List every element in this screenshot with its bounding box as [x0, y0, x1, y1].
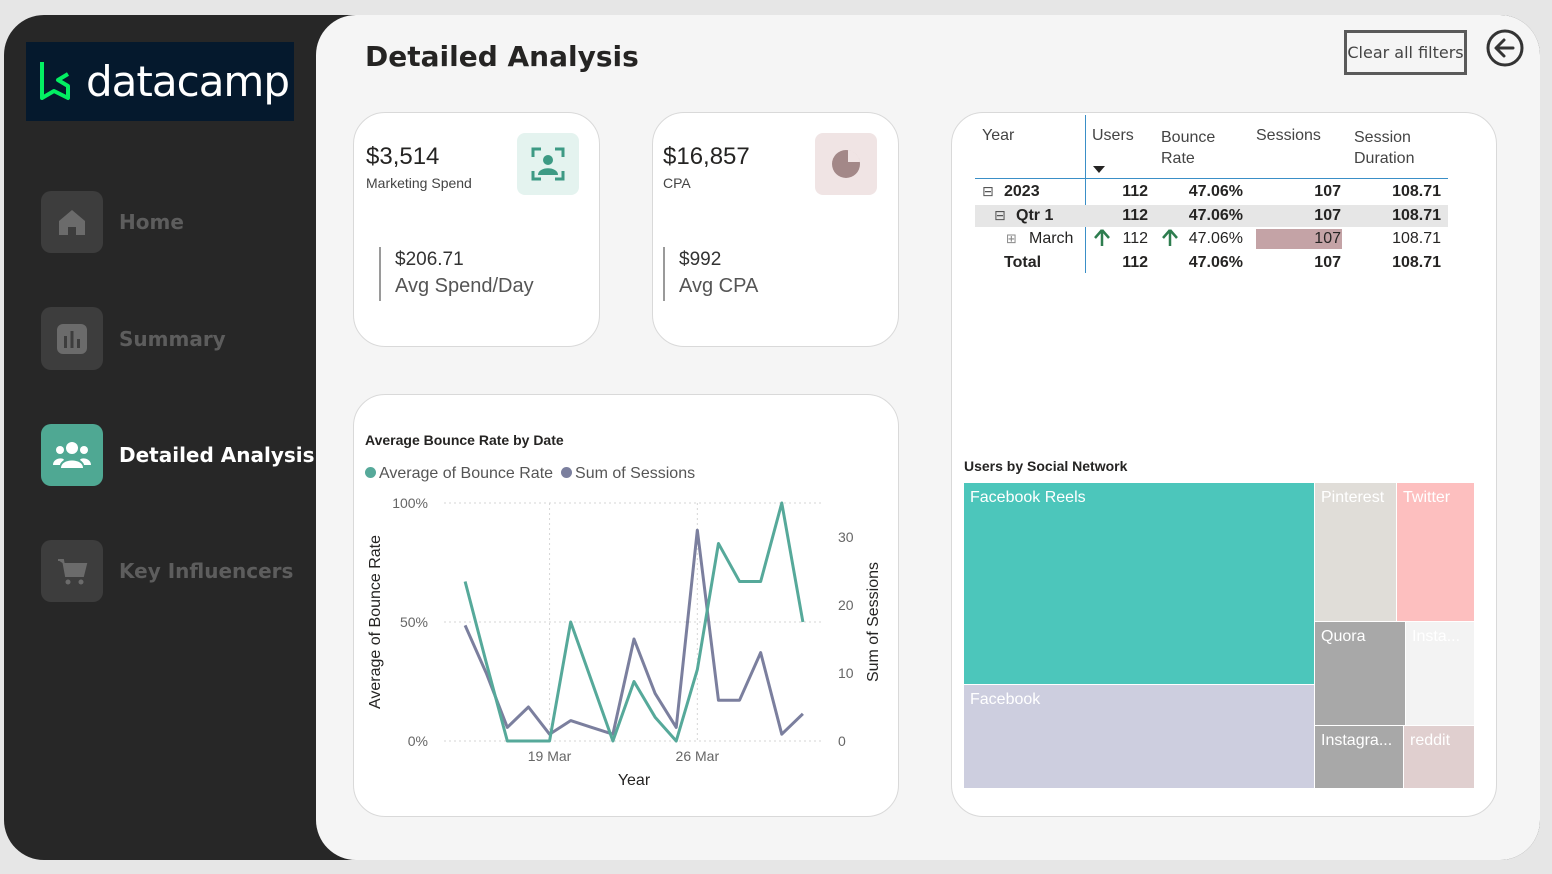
y2-tick-label: 10 — [838, 665, 854, 681]
clear-all-filters-button[interactable]: Clear all filters — [1344, 30, 1467, 75]
treemap-tile[interactable]: Facebook Reels — [964, 483, 1314, 684]
nav-home[interactable]: Home — [41, 191, 184, 253]
arrow-up-icon — [1162, 229, 1178, 246]
y-tick-label: 0% — [408, 733, 428, 749]
kpi-sub-value: $206.71 — [395, 249, 464, 270]
arrow-up-icon — [1094, 229, 1110, 246]
matrix-cell-users: 112 — [1122, 254, 1148, 271]
nav-key-influencers[interactable]: Key Influencers — [41, 540, 293, 602]
logo-text: datacamp — [86, 57, 290, 106]
matrix-row-label: Qtr 1 — [1016, 207, 1054, 224]
matrix-cell-sessions: 107 — [1314, 183, 1341, 200]
matrix-cell-duration: 108.71 — [1392, 254, 1441, 271]
treemap-tile[interactable]: Insta... — [1406, 622, 1474, 725]
kpi-sub-label: Avg CPA — [679, 275, 759, 297]
treemap-tile[interactable]: Instagra... — [1315, 726, 1403, 788]
matrix-cell-users: 112 — [1122, 230, 1148, 247]
legend-item-bounce[interactable]: Average of Bounce Rate — [365, 465, 553, 483]
y2-tick-label: 20 — [838, 597, 854, 613]
matrix-cell-sessions: 107 — [1314, 254, 1341, 271]
matrix-header-bounce-rate[interactable]: Bounce Rate — [1161, 129, 1216, 167]
nav-label: Summary — [119, 326, 226, 351]
nav-detailed-analysis[interactable]: Detailed Analysis — [41, 424, 315, 486]
collapse-icon[interactable]: ⊟ — [982, 183, 994, 199]
matrix-header-year[interactable]: Year — [982, 127, 1015, 144]
home-icon — [41, 191, 103, 253]
datacamp-mark-icon — [40, 61, 70, 100]
column-divider — [1085, 115, 1086, 273]
kpi-card-marketing-spend: $3,514 Marketing Spend $206.71 Avg Spend… — [353, 112, 600, 347]
nav-label: Key Influencers — [119, 559, 294, 583]
expand-icon[interactable]: ⊞ — [1006, 231, 1017, 246]
y2-tick-label: 30 — [838, 529, 854, 545]
matrix-cell-bounce: 47.06% — [1188, 254, 1243, 271]
matrix-cell-duration: 108.71 — [1392, 230, 1441, 247]
chart-legend: Average of Bounce Rate Sum of Sessions — [365, 465, 695, 483]
matrix-row-label: Total — [1004, 254, 1042, 271]
kpi-sub-value: $992 — [679, 249, 722, 270]
treemap-tile[interactable]: Facebook — [964, 685, 1314, 788]
kpi-label: Marketing Spend — [366, 175, 472, 191]
treemap-tile[interactable]: reddit — [1404, 726, 1474, 788]
matrix-header-sessions[interactable]: Sessions — [1256, 127, 1321, 144]
y-tick-label: 100% — [392, 495, 428, 511]
matrix-cell-duration: 108.71 — [1392, 183, 1441, 200]
matrix-cell-users: 112 — [1122, 207, 1148, 224]
kpi-card-cpa: $16,857 CPA $992 Avg CPA — [652, 112, 899, 347]
kpi-value: $3,514 — [366, 143, 440, 170]
x-tick-label: 19 Mar — [528, 748, 572, 764]
matrix-cell-bounce: 47.06% — [1188, 183, 1243, 200]
pie-icon — [815, 133, 877, 195]
nav-summary[interactable]: Summary — [41, 307, 226, 370]
user-scan-icon — [517, 133, 579, 195]
matrix-cell-sessions: 107 — [1314, 230, 1341, 247]
matrix-row-label: 2023 — [1004, 183, 1040, 200]
kpi-value: $16,857 — [663, 143, 750, 170]
collapse-icon[interactable]: ⊟ — [994, 207, 1006, 223]
matrix-cell-users: 112 — [1122, 183, 1148, 200]
matrix-cell-sessions: 107 — [1314, 207, 1341, 224]
y2-axis-title: Sum of Sessions — [865, 562, 882, 682]
nav-label: Home — [119, 210, 184, 234]
datacamp-logo: datacamp — [26, 42, 294, 121]
bounce-rate-line — [463, 501, 805, 743]
kpi-label: CPA — [663, 175, 691, 191]
sessions-data-bar — [1256, 229, 1342, 249]
bounce-rate-chart-card: Average Bounce Rate by Date Average of B… — [353, 394, 899, 817]
kpi-sub: $206.71 Avg Spend/Day — [379, 247, 534, 301]
matrix-row-label: March — [1029, 230, 1074, 247]
treemap-tile[interactable]: Twitter — [1397, 483, 1474, 621]
matrix-cell-bounce: 47.06% — [1188, 207, 1243, 224]
kpi-sub-label: Avg Spend/Day — [395, 275, 534, 297]
legend-label: Average of Bounce Rate — [379, 465, 554, 482]
y2-tick-label: 0 — [838, 733, 846, 749]
matrix-cell-bounce: 47.06% — [1188, 230, 1243, 247]
x-tick-label: 26 Mar — [676, 748, 720, 764]
x-axis-title: Year — [618, 772, 651, 789]
header-divider — [975, 178, 1448, 179]
sort-desc-icon[interactable] — [1093, 166, 1105, 174]
sessions-line — [463, 528, 804, 736]
matrix-header-users[interactable]: Users — [1092, 127, 1134, 144]
legend-label: Sum of Sessions — [575, 465, 696, 482]
treemap-title: Users by Social Network — [964, 458, 1128, 474]
chart-title: Average Bounce Rate by Date — [365, 432, 564, 448]
nav-label: Detailed Analysis — [119, 443, 315, 467]
page-title: Detailed Analysis — [365, 40, 639, 73]
users-icon — [41, 424, 103, 486]
matrix-header-session-duration[interactable]: Session Duration — [1354, 129, 1415, 167]
back-arrow-icon[interactable] — [1484, 27, 1526, 69]
y-tick-label: 50% — [400, 614, 428, 630]
legend-item-sessions[interactable]: Sum of Sessions — [561, 465, 695, 483]
y-axis-title: Average of Bounce Rate — [367, 535, 384, 709]
kpi-sub: $992 Avg CPA — [663, 247, 758, 301]
treemap-tile[interactable]: Quora — [1315, 622, 1405, 725]
cart-icon — [41, 540, 103, 602]
row-highlight — [975, 205, 1448, 227]
bar-chart-icon — [41, 307, 103, 370]
treemap-tile[interactable]: Pinterest — [1315, 483, 1396, 621]
matrix-cell-duration: 108.71 — [1392, 207, 1441, 224]
